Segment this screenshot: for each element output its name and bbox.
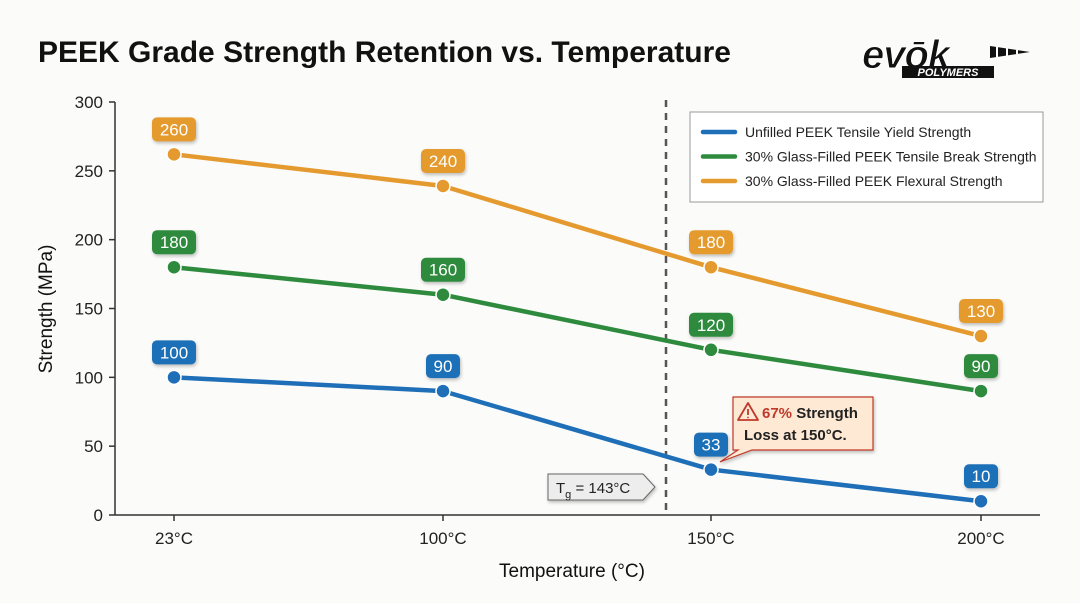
data-point xyxy=(973,493,989,509)
data-point xyxy=(973,383,989,399)
data-point xyxy=(435,383,451,399)
data-label: 33 xyxy=(702,436,721,455)
data-label: 180 xyxy=(697,233,725,252)
data-point xyxy=(435,286,451,303)
data-label-badge xyxy=(426,354,460,379)
tg-label: Tg = 143°C xyxy=(556,480,630,501)
chart-title: PEEK Grade Strength Retention vs. Temper… xyxy=(38,36,731,69)
data-label: 10 xyxy=(972,467,991,486)
data-label-badge xyxy=(964,354,998,379)
data-label-badge xyxy=(694,432,728,457)
data-point xyxy=(703,461,719,478)
legend-entry: 30% Glass-Filled PEEK Flexural Strength xyxy=(745,173,1003,189)
data-point xyxy=(973,328,989,344)
data-label-badge xyxy=(689,312,733,337)
series-line xyxy=(171,152,984,339)
data-label-badge xyxy=(152,230,196,255)
data-point xyxy=(166,369,182,386)
logo-subtext-bar xyxy=(902,66,994,78)
data-label: 120 xyxy=(697,316,725,335)
data-point xyxy=(166,259,182,275)
x-tick-label: 150°C xyxy=(687,529,734,548)
series-line xyxy=(171,375,984,504)
y-tick-label: 200 xyxy=(75,231,103,250)
data-label-badge xyxy=(689,230,733,255)
brand-logo: evōk POLYMERS xyxy=(862,33,1030,79)
data-label: 160 xyxy=(429,261,457,280)
y-tick-label: 300 xyxy=(75,93,103,112)
y-axis-label: Strength (MPa) xyxy=(36,245,57,374)
data-label-badge xyxy=(152,340,196,365)
callout-line-2: Loss at 150°C. xyxy=(744,427,847,444)
data-label: 260 xyxy=(160,120,188,139)
logo-subtext: POLYMERS xyxy=(918,67,980,79)
data-label: 180 xyxy=(160,233,188,252)
data-label-badge xyxy=(152,117,196,142)
data-label-badge xyxy=(421,148,465,173)
x-tick-label: 200°C xyxy=(957,529,1004,548)
data-label-badge xyxy=(964,464,998,489)
y-tick-label: 150 xyxy=(75,300,103,319)
callout-box xyxy=(719,396,874,463)
data-label: 90 xyxy=(434,357,453,376)
legend-box xyxy=(689,111,1044,203)
warning-icon xyxy=(737,402,759,421)
tg-callout-box xyxy=(547,473,656,501)
data-label-badge xyxy=(421,257,465,282)
drill-bit-icon xyxy=(990,46,1030,58)
callout-line-1: 67% Strength xyxy=(762,405,858,422)
strength-loss-callout xyxy=(719,396,874,463)
legend-entry: Unfilled PEEK Tensile Yield Strength xyxy=(745,124,971,140)
data-label: 240 xyxy=(429,152,457,171)
data-label: 90 xyxy=(972,357,991,376)
series-line xyxy=(171,264,984,394)
x-tick-label: 23°C xyxy=(155,529,193,548)
data-point xyxy=(435,178,451,194)
y-tick-label: 50 xyxy=(84,437,103,456)
tg-callout xyxy=(547,473,656,501)
x-axis-label: Temperature (°C) xyxy=(499,561,645,582)
data-label-badge xyxy=(959,299,1003,324)
data-label: 130 xyxy=(967,302,995,321)
data-label: 100 xyxy=(160,343,188,362)
y-tick-label: 100 xyxy=(75,368,103,387)
data-point xyxy=(703,342,719,358)
y-tick-label: 0 xyxy=(94,506,103,525)
y-tick-label: 250 xyxy=(75,162,103,181)
data-point xyxy=(166,146,182,163)
legend-entry: 30% Glass-Filled PEEK Tensile Break Stre… xyxy=(745,149,1037,165)
logo-text: evōk xyxy=(862,33,952,77)
x-tick-label: 100°C xyxy=(419,529,466,548)
data-point xyxy=(703,259,719,275)
